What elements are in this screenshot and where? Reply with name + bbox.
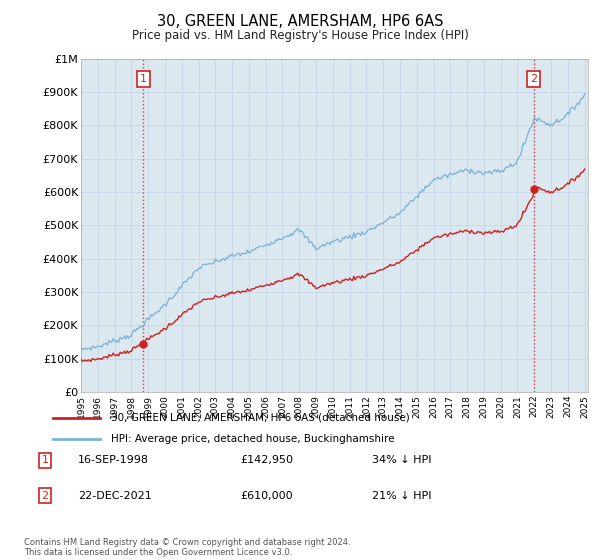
Text: £610,000: £610,000 bbox=[240, 491, 293, 501]
Text: 16-SEP-1998: 16-SEP-1998 bbox=[78, 455, 149, 465]
Text: 2: 2 bbox=[41, 491, 49, 501]
Text: 34% ↓ HPI: 34% ↓ HPI bbox=[372, 455, 431, 465]
Text: 2: 2 bbox=[530, 74, 537, 84]
Text: Price paid vs. HM Land Registry's House Price Index (HPI): Price paid vs. HM Land Registry's House … bbox=[131, 29, 469, 42]
Text: 30, GREEN LANE, AMERSHAM, HP6 6AS: 30, GREEN LANE, AMERSHAM, HP6 6AS bbox=[157, 14, 443, 29]
Text: 1: 1 bbox=[140, 74, 147, 84]
Text: HPI: Average price, detached house, Buckinghamshire: HPI: Average price, detached house, Buck… bbox=[110, 435, 394, 444]
Text: Contains HM Land Registry data © Crown copyright and database right 2024.
This d: Contains HM Land Registry data © Crown c… bbox=[24, 538, 350, 557]
Text: £142,950: £142,950 bbox=[240, 455, 293, 465]
Text: 1: 1 bbox=[41, 455, 49, 465]
Text: 21% ↓ HPI: 21% ↓ HPI bbox=[372, 491, 431, 501]
Text: 22-DEC-2021: 22-DEC-2021 bbox=[78, 491, 152, 501]
Text: 30, GREEN LANE, AMERSHAM, HP6 6AS (detached house): 30, GREEN LANE, AMERSHAM, HP6 6AS (detac… bbox=[110, 413, 409, 423]
